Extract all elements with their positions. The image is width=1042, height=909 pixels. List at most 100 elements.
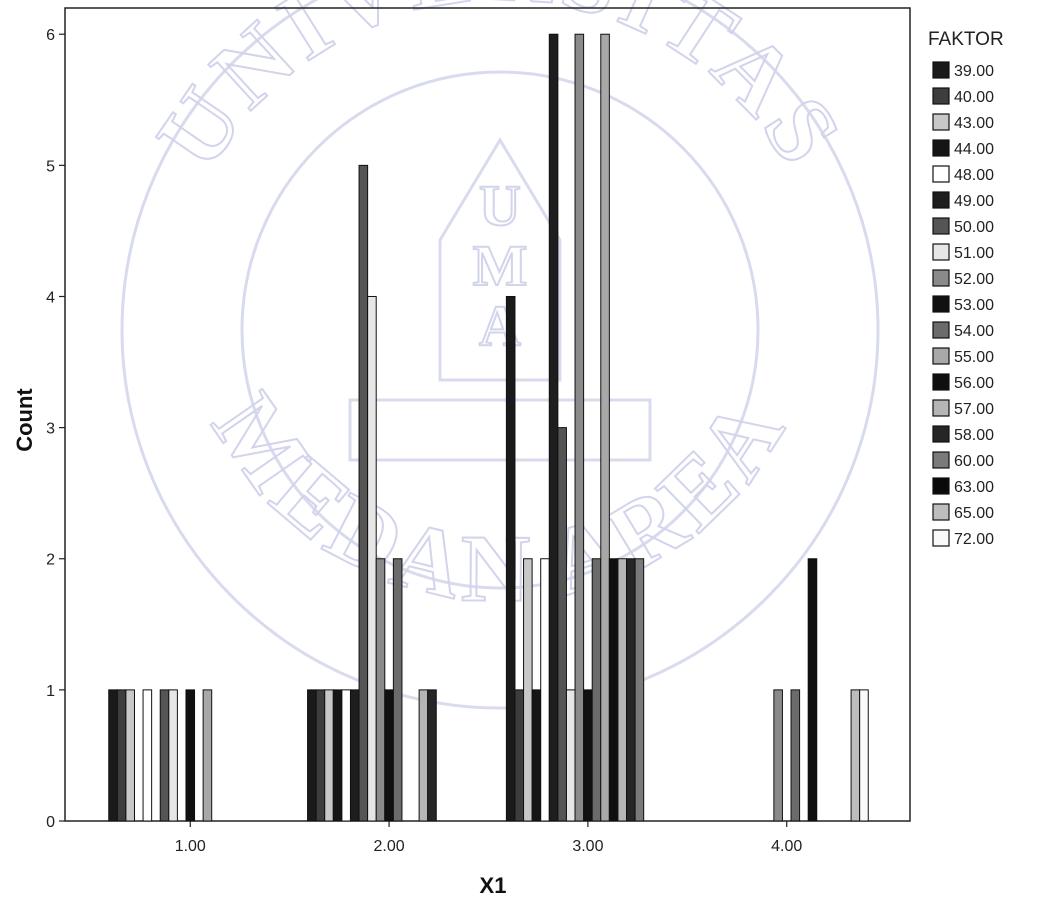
- bar-43-00-x1-00: [125, 689, 135, 822]
- legend-label: 60.00: [954, 453, 994, 470]
- x-tick-label: 2.00: [374, 838, 405, 855]
- bar-72-00-x4-00: [859, 689, 869, 822]
- legend: FAKTOR 39.00 40.00 43.00 44.00 48.00 49.00 50.…: [928, 29, 1004, 548]
- bar-43-00-x3-00: [523, 558, 533, 822]
- legend-label: 49.00: [954, 193, 994, 210]
- legend-label: 58.00: [954, 427, 994, 444]
- watermark-letter-u: U: [479, 173, 521, 238]
- bar-48-00-x2-00: [341, 689, 351, 822]
- bars-group: [108, 33, 869, 822]
- y-tick-label: 0: [46, 814, 55, 831]
- bar-48-00-x1-00: [142, 689, 153, 822]
- legend-swatch: [932, 503, 950, 521]
- legend-label: 63.00: [954, 479, 994, 496]
- bar-65-00-x4-00: [850, 689, 861, 822]
- legend-swatch: [932, 451, 950, 469]
- bar-39-00-x1-00: [108, 689, 118, 822]
- legend-swatch: [932, 165, 950, 183]
- legend-title: FAKTOR: [928, 29, 1004, 50]
- bar-54-00-x3-00: [591, 558, 602, 822]
- legend-swatch: [932, 373, 950, 391]
- y-axis: 0 1 2 3 4 5 6: [46, 27, 65, 831]
- bar-58-00-x2-00: [427, 689, 437, 822]
- bar-44-00-x2-00: [332, 689, 343, 822]
- legend-swatch: [932, 61, 950, 79]
- legend-swatch: [932, 217, 950, 235]
- bar-56-00-x3-00: [608, 558, 619, 822]
- y-axis-title: Count: [12, 388, 37, 452]
- legend-label: 50.00: [954, 219, 994, 236]
- legend-label: 53.00: [954, 297, 994, 314]
- watermark-letter-m: M: [473, 233, 528, 298]
- bar-58-00-x3-00: [626, 558, 636, 822]
- bar-52-00-x2-00: [375, 558, 386, 822]
- legend-label: 52.00: [954, 271, 994, 288]
- legend-swatch: [932, 347, 950, 365]
- y-tick-label: 5: [46, 158, 55, 175]
- legend-label: 43.00: [954, 115, 994, 132]
- bar-50-00-x3-00: [557, 427, 567, 822]
- legend-label: 40.00: [954, 89, 994, 106]
- bar-50-00-x2-00: [358, 164, 369, 822]
- bar-57-00-x3-00: [617, 558, 628, 822]
- bar-53-00-x1-00: [185, 689, 196, 822]
- plot-area-frame: [64, 7, 911, 822]
- legend-label: 54.00: [954, 323, 994, 340]
- legend-swatch: [932, 87, 950, 105]
- x-tick-label: 3.00: [572, 838, 603, 855]
- bar-51-00-x1-00: [168, 689, 178, 822]
- y-tick-label: 6: [46, 27, 55, 44]
- legend-swatch: [932, 399, 950, 417]
- watermark-top-text: UNIVERSITAS: [136, 0, 865, 186]
- bar-39-00-x2-00: [307, 689, 317, 822]
- bar-51-00-x3-00: [565, 689, 576, 822]
- legend-label: 65.00: [954, 505, 994, 522]
- legend-swatch: [932, 139, 950, 157]
- bar-51-00-x2-00: [367, 295, 377, 822]
- legend-swatch: [932, 243, 950, 261]
- bar-55-00-x1-00: [202, 689, 213, 822]
- legend-swatch: [932, 191, 950, 209]
- legend-label: 48.00: [954, 167, 994, 184]
- watermark-bottom-text: MEDAN AREA: [192, 374, 807, 621]
- legend-swatch: [932, 113, 950, 131]
- bar-52-00-x4-00: [773, 689, 783, 822]
- bar-53-00-x2-00: [384, 689, 394, 822]
- bar-39-00-x3-00: [505, 295, 516, 822]
- bar-60-00-x3-00: [634, 558, 645, 822]
- bar-56-00-x4-00: [807, 558, 818, 822]
- bar-49-00-x3-00: [548, 33, 559, 822]
- legend-swatch: [932, 321, 950, 339]
- bar-40-00-x1-00: [116, 689, 127, 822]
- watermark-seal: UNIVERSITAS MEDAN AREA U M A: [120, 0, 880, 710]
- legend-swatch: [932, 295, 950, 313]
- x-axis-title: X1: [480, 873, 507, 898]
- bar-40-00-x2-00: [315, 689, 326, 822]
- y-tick-label: 4: [46, 289, 55, 306]
- bar-57-00-x2-00: [418, 689, 429, 822]
- legend-label: 44.00: [954, 141, 994, 158]
- bar-44-00-x3-00: [531, 689, 542, 822]
- bar-50-00-x1-00: [159, 689, 170, 822]
- legend-label: 56.00: [954, 375, 994, 392]
- bar-54-00-x4-00: [790, 689, 801, 822]
- y-tick-label: 1: [46, 683, 55, 700]
- bar-40-00-x3-00: [514, 689, 525, 822]
- bar-49-00-x2-00: [349, 689, 360, 822]
- legend-label: 57.00: [954, 401, 994, 418]
- bar-55-00-x3-00: [600, 33, 610, 822]
- bar-54-00-x2-00: [392, 558, 403, 822]
- bar-48-00-x3-00: [540, 558, 550, 822]
- legend-swatch: [932, 269, 950, 287]
- legend-swatch: [932, 529, 950, 547]
- x-tick-label: 1.00: [175, 838, 206, 855]
- legend-swatch: [932, 425, 950, 443]
- legend-label: 51.00: [954, 245, 994, 262]
- legend-label: 39.00: [954, 63, 994, 80]
- legend-swatch: [932, 477, 950, 495]
- bar-53-00-x3-00: [583, 689, 593, 822]
- legend-label: 55.00: [954, 349, 994, 366]
- legend-label: 72.00: [954, 531, 994, 548]
- bar-52-00-x3-00: [574, 33, 585, 822]
